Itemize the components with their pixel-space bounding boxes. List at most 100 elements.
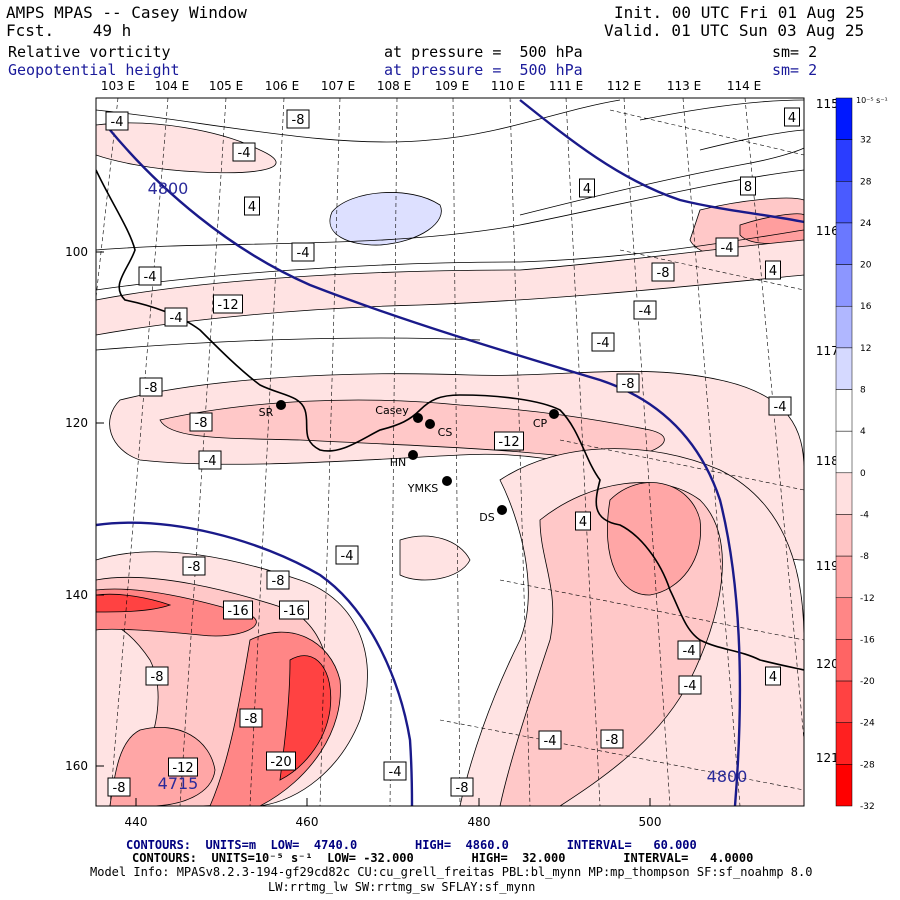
vorticity-label-box (450, 777, 474, 797)
y-tick-label: 140 (65, 588, 88, 602)
vorticity-label-box (223, 600, 253, 620)
vorticity-label: -4 (597, 336, 610, 351)
vorticity-label-box (740, 176, 756, 196)
vorticity-label-box (164, 307, 188, 327)
colorbar-label: -12 (860, 594, 875, 604)
colorbar-label: -32 (860, 802, 875, 812)
vorticity-label-box (579, 178, 595, 198)
map-title: AMPS MPAS -- Casey Window (6, 3, 247, 22)
station-dot (549, 409, 559, 419)
vorticity-label: -4 (111, 115, 124, 130)
station-dot (442, 476, 452, 486)
vorticity-label: -4 (774, 400, 787, 415)
colorbar-swatch (835, 264, 853, 307)
colorbar-swatch (835, 222, 853, 265)
vorticity-label-box (765, 666, 781, 686)
x-tick-label: 440 (125, 815, 148, 829)
valid-time: Valid. 01 UTC Sun 03 Aug 25 (604, 21, 865, 40)
colorbar-label: 28 (860, 177, 872, 187)
lon-label-top: 111 E (549, 79, 583, 93)
field2-name: Geopotential height (8, 61, 180, 79)
y-axis-ticks: 100 120 140 160 (65, 245, 104, 773)
vorticity-label-box (715, 237, 739, 257)
vorticity-label-box (616, 373, 640, 393)
vorticity-label: -8 (292, 113, 305, 128)
fcst-value: 49 h (92, 21, 132, 40)
colorbar-swatch (835, 514, 853, 557)
colorbar-label: 32 (860, 136, 871, 146)
vorticity-label: -4 (639, 304, 652, 319)
vorticity-label: -8 (606, 733, 619, 748)
forecast-label: Fcst. 49 h (6, 22, 131, 40)
footer-contours-vorticity: CONTOURS: UNITS=10⁻⁵ s⁻¹ LOW= -32.000 HI… (132, 851, 754, 865)
vorticity-label-box (591, 332, 615, 352)
vorticity-label: -12 (217, 298, 238, 313)
field1-name: Relative vorticity (8, 43, 171, 61)
vorticity-label: -12 (172, 761, 193, 776)
vorticity-fill-layer (96, 98, 804, 806)
vorticity-label-box (765, 260, 781, 280)
field1-pressure: at pressure = 500 hPa (384, 43, 583, 61)
x-tick-label: 500 (639, 815, 662, 829)
vorticity-label-box (266, 751, 296, 771)
vorticity-label-box (575, 511, 591, 531)
colorbar-swatch (835, 139, 853, 182)
y-tick-label: 160 (65, 759, 88, 773)
y-tick-label: 120 (65, 416, 88, 430)
y-tick-label: 100 (65, 245, 88, 259)
vorticity-label: 4 (769, 264, 777, 279)
station-dot (413, 413, 423, 423)
colorbar-swatch (835, 764, 853, 807)
vorticity-label-box (677, 640, 701, 660)
colorbar-unit: 10⁻⁵ s⁻¹ (856, 96, 888, 105)
vorticity-label-box (213, 294, 243, 314)
vorticity-label-box (291, 242, 315, 262)
station-label: Casey (375, 404, 409, 417)
field1-sm: sm= 2 (772, 43, 818, 61)
colorbar-swatch (835, 639, 853, 682)
vorticity-label-box (232, 142, 256, 162)
lon-label-top: 110 E (491, 79, 525, 93)
init-time: Init. 00 UTC Fri 01 Aug 25 (614, 3, 865, 22)
colorbar-label: 8 (860, 386, 866, 396)
vorticity-label: -8 (657, 266, 670, 281)
vorticity-label-box (138, 266, 162, 286)
vorticity-label: 4 (583, 182, 591, 197)
vorticity-label-box (139, 377, 163, 397)
plot-frame (95, 97, 805, 807)
colorbar-label: 20 (860, 261, 872, 271)
vorticity-label-box (768, 396, 792, 416)
vorticity-label-box (494, 431, 524, 451)
vorticity-label: 4 (788, 111, 796, 126)
field2-sm: sm= 2 (772, 61, 818, 79)
vorticity-label-box (107, 777, 131, 797)
colorbar-swatch (835, 680, 853, 723)
colorbar: 32 28 24 20 16 12 8 4 0 -4 -8 -12 -16 -20 -24 -28 -32 10⁻… (835, 96, 888, 812)
vorticity-label: -4 (389, 765, 402, 780)
colorbar-swatch (835, 472, 853, 515)
x-axis-ticks: 440 460 480 500 (125, 798, 662, 829)
station-dot (425, 419, 435, 429)
meridian-gridlines (96, 98, 804, 806)
footer-model-physics: LW:rrtmg_lw SW:rrtmg_sw SFLAY:sf_mynn (268, 880, 536, 894)
station-dot (497, 505, 507, 515)
colorbar-swatch (835, 555, 853, 599)
vorticity-label: -8 (622, 377, 635, 392)
colorbar-label: -28 (860, 760, 875, 770)
lon-label-top: 107 E (321, 79, 355, 93)
vorticity-label: 4 (248, 200, 256, 215)
vorticity-label-box (182, 556, 206, 576)
vorticity-label: -8 (195, 416, 208, 431)
station-label: CP (533, 417, 548, 430)
vorticity-label: -4 (341, 549, 354, 564)
lon-label-top: 112 E (607, 79, 641, 93)
station-label: DS (479, 511, 494, 524)
station-label: HN (390, 456, 407, 469)
vorticity-label: 4 (769, 670, 777, 685)
vorticity-label-box (105, 111, 129, 131)
height-label: 4800 (707, 767, 748, 786)
vorticity-label-box (145, 666, 169, 686)
height-contour-labels: 4800 4800 4715 (148, 179, 748, 793)
colorbar-label: -16 (860, 635, 875, 645)
lon-label-top: 113 E (667, 79, 701, 93)
